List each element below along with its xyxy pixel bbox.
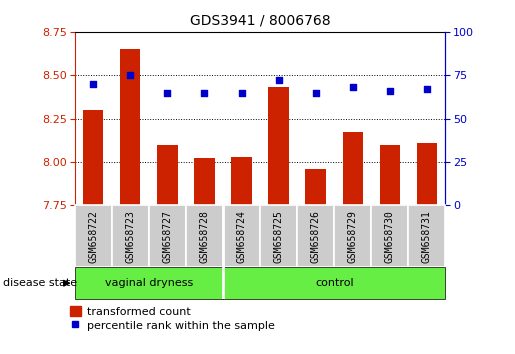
Legend: transformed count, percentile rank within the sample: transformed count, percentile rank withi… <box>70 307 274 331</box>
Point <box>163 90 171 95</box>
Point <box>237 90 246 95</box>
Text: GSM658722: GSM658722 <box>88 210 98 263</box>
Text: GSM658727: GSM658727 <box>162 210 173 263</box>
Bar <box>268 87 289 205</box>
Text: GSM658723: GSM658723 <box>125 210 135 263</box>
Bar <box>297 205 334 267</box>
Point <box>89 81 97 87</box>
Text: GSM658728: GSM658728 <box>199 210 210 263</box>
Bar <box>112 205 149 267</box>
Text: vaginal dryness: vaginal dryness <box>105 278 193 288</box>
Bar <box>380 144 400 205</box>
Bar <box>342 132 363 205</box>
Point <box>200 90 209 95</box>
Text: control: control <box>315 278 353 288</box>
Point <box>126 72 134 78</box>
Bar <box>75 205 112 267</box>
Point <box>386 88 394 94</box>
Text: GSM658730: GSM658730 <box>385 210 395 263</box>
Point <box>349 85 357 90</box>
Point <box>312 90 320 95</box>
Bar <box>231 157 252 205</box>
Bar <box>83 110 104 205</box>
Text: GSM658725: GSM658725 <box>273 210 284 263</box>
Bar <box>194 159 215 205</box>
Bar <box>260 205 297 267</box>
Point <box>274 78 283 83</box>
Bar <box>371 205 408 267</box>
Point <box>423 86 431 92</box>
Bar <box>334 205 371 267</box>
Title: GDS3941 / 8006768: GDS3941 / 8006768 <box>190 14 331 28</box>
Bar <box>408 205 445 267</box>
Bar <box>120 49 141 205</box>
Bar <box>417 143 437 205</box>
Text: GSM658729: GSM658729 <box>348 210 358 263</box>
Bar <box>223 267 445 299</box>
Bar <box>186 205 223 267</box>
Bar <box>75 267 223 299</box>
Text: GSM658724: GSM658724 <box>236 210 247 263</box>
Bar <box>157 144 178 205</box>
Text: GSM658726: GSM658726 <box>311 210 321 263</box>
Bar <box>305 169 326 205</box>
Bar <box>223 205 260 267</box>
Text: GSM658731: GSM658731 <box>422 210 432 263</box>
Bar <box>149 205 186 267</box>
Text: disease state: disease state <box>3 278 77 288</box>
